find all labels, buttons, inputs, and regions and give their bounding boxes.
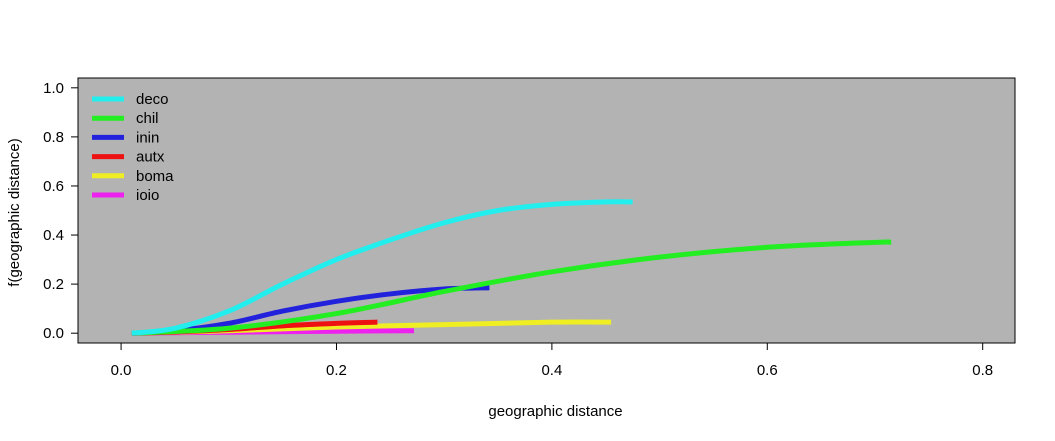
plot-area (77, 77, 1016, 344)
series-line-deco (131, 199, 633, 336)
x-axis-title: geographic distance (488, 403, 622, 420)
legend-label-autx: autx (136, 149, 165, 166)
legend: deco chil inin autx boma ioio (92, 91, 174, 204)
x-tick-label: 0.4 (541, 362, 562, 379)
x-tick-label: 0.0 (111, 362, 132, 379)
x-tick-label: 0.6 (757, 362, 778, 379)
legend-label-chil: chil (136, 110, 159, 127)
series-layer (131, 199, 893, 336)
legend-label-boma: boma (136, 168, 174, 185)
y-tick-label: 0.0 (43, 325, 64, 342)
legend-label-inin: inin (136, 129, 159, 146)
y-tick-label: 0.6 (43, 178, 64, 195)
x-tick-label: 0.2 (326, 362, 347, 379)
y-tick-label: 0.2 (43, 276, 64, 293)
y-axis-title: f(geographic distance) (6, 138, 23, 286)
y-axis: 0.0 0.2 0.4 0.6 0.8 1.0 (43, 80, 79, 342)
series-line-chil (131, 239, 893, 336)
legend-label-deco: deco (136, 91, 169, 108)
legend-label-ioio: ioio (136, 187, 159, 204)
x-tick-label: 0.8 (972, 362, 993, 379)
y-tick-label: 0.8 (43, 129, 64, 146)
y-tick-label: 0.4 (43, 227, 64, 244)
y-tick-label: 1.0 (43, 80, 64, 97)
x-axis: 0.0 0.2 0.4 0.6 0.8 (111, 342, 993, 379)
